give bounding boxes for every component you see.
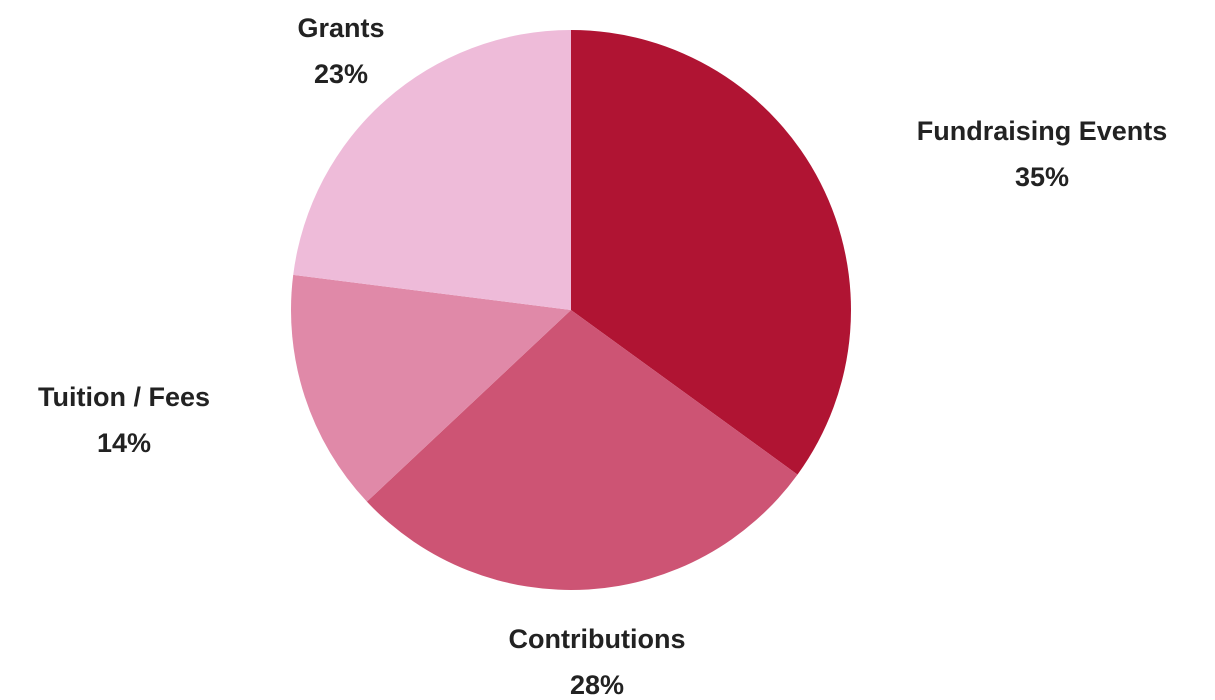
slice-label: Tuition / Fees — [38, 382, 210, 412]
pie-slices — [291, 30, 851, 590]
pie-slice-contributions — [366, 310, 798, 590]
slice-value-label: 14% — [97, 428, 151, 458]
pie-slice-grants — [293, 30, 571, 310]
slice-value-label: 23% — [314, 59, 368, 89]
pie-slice-tuition-fees — [291, 274, 571, 502]
pie-slice-fundraising-events — [571, 30, 851, 475]
slice-label: Fundraising Events — [917, 116, 1168, 146]
slice-label: Contributions — [509, 624, 686, 654]
pie-labels: Fundraising Events 35% Contributions 28% Tui… — [38, 13, 1167, 700]
slice-value-label: 28% — [570, 670, 624, 700]
slice-value-label: 35% — [1015, 162, 1069, 192]
slice-label: Grants — [297, 13, 384, 43]
